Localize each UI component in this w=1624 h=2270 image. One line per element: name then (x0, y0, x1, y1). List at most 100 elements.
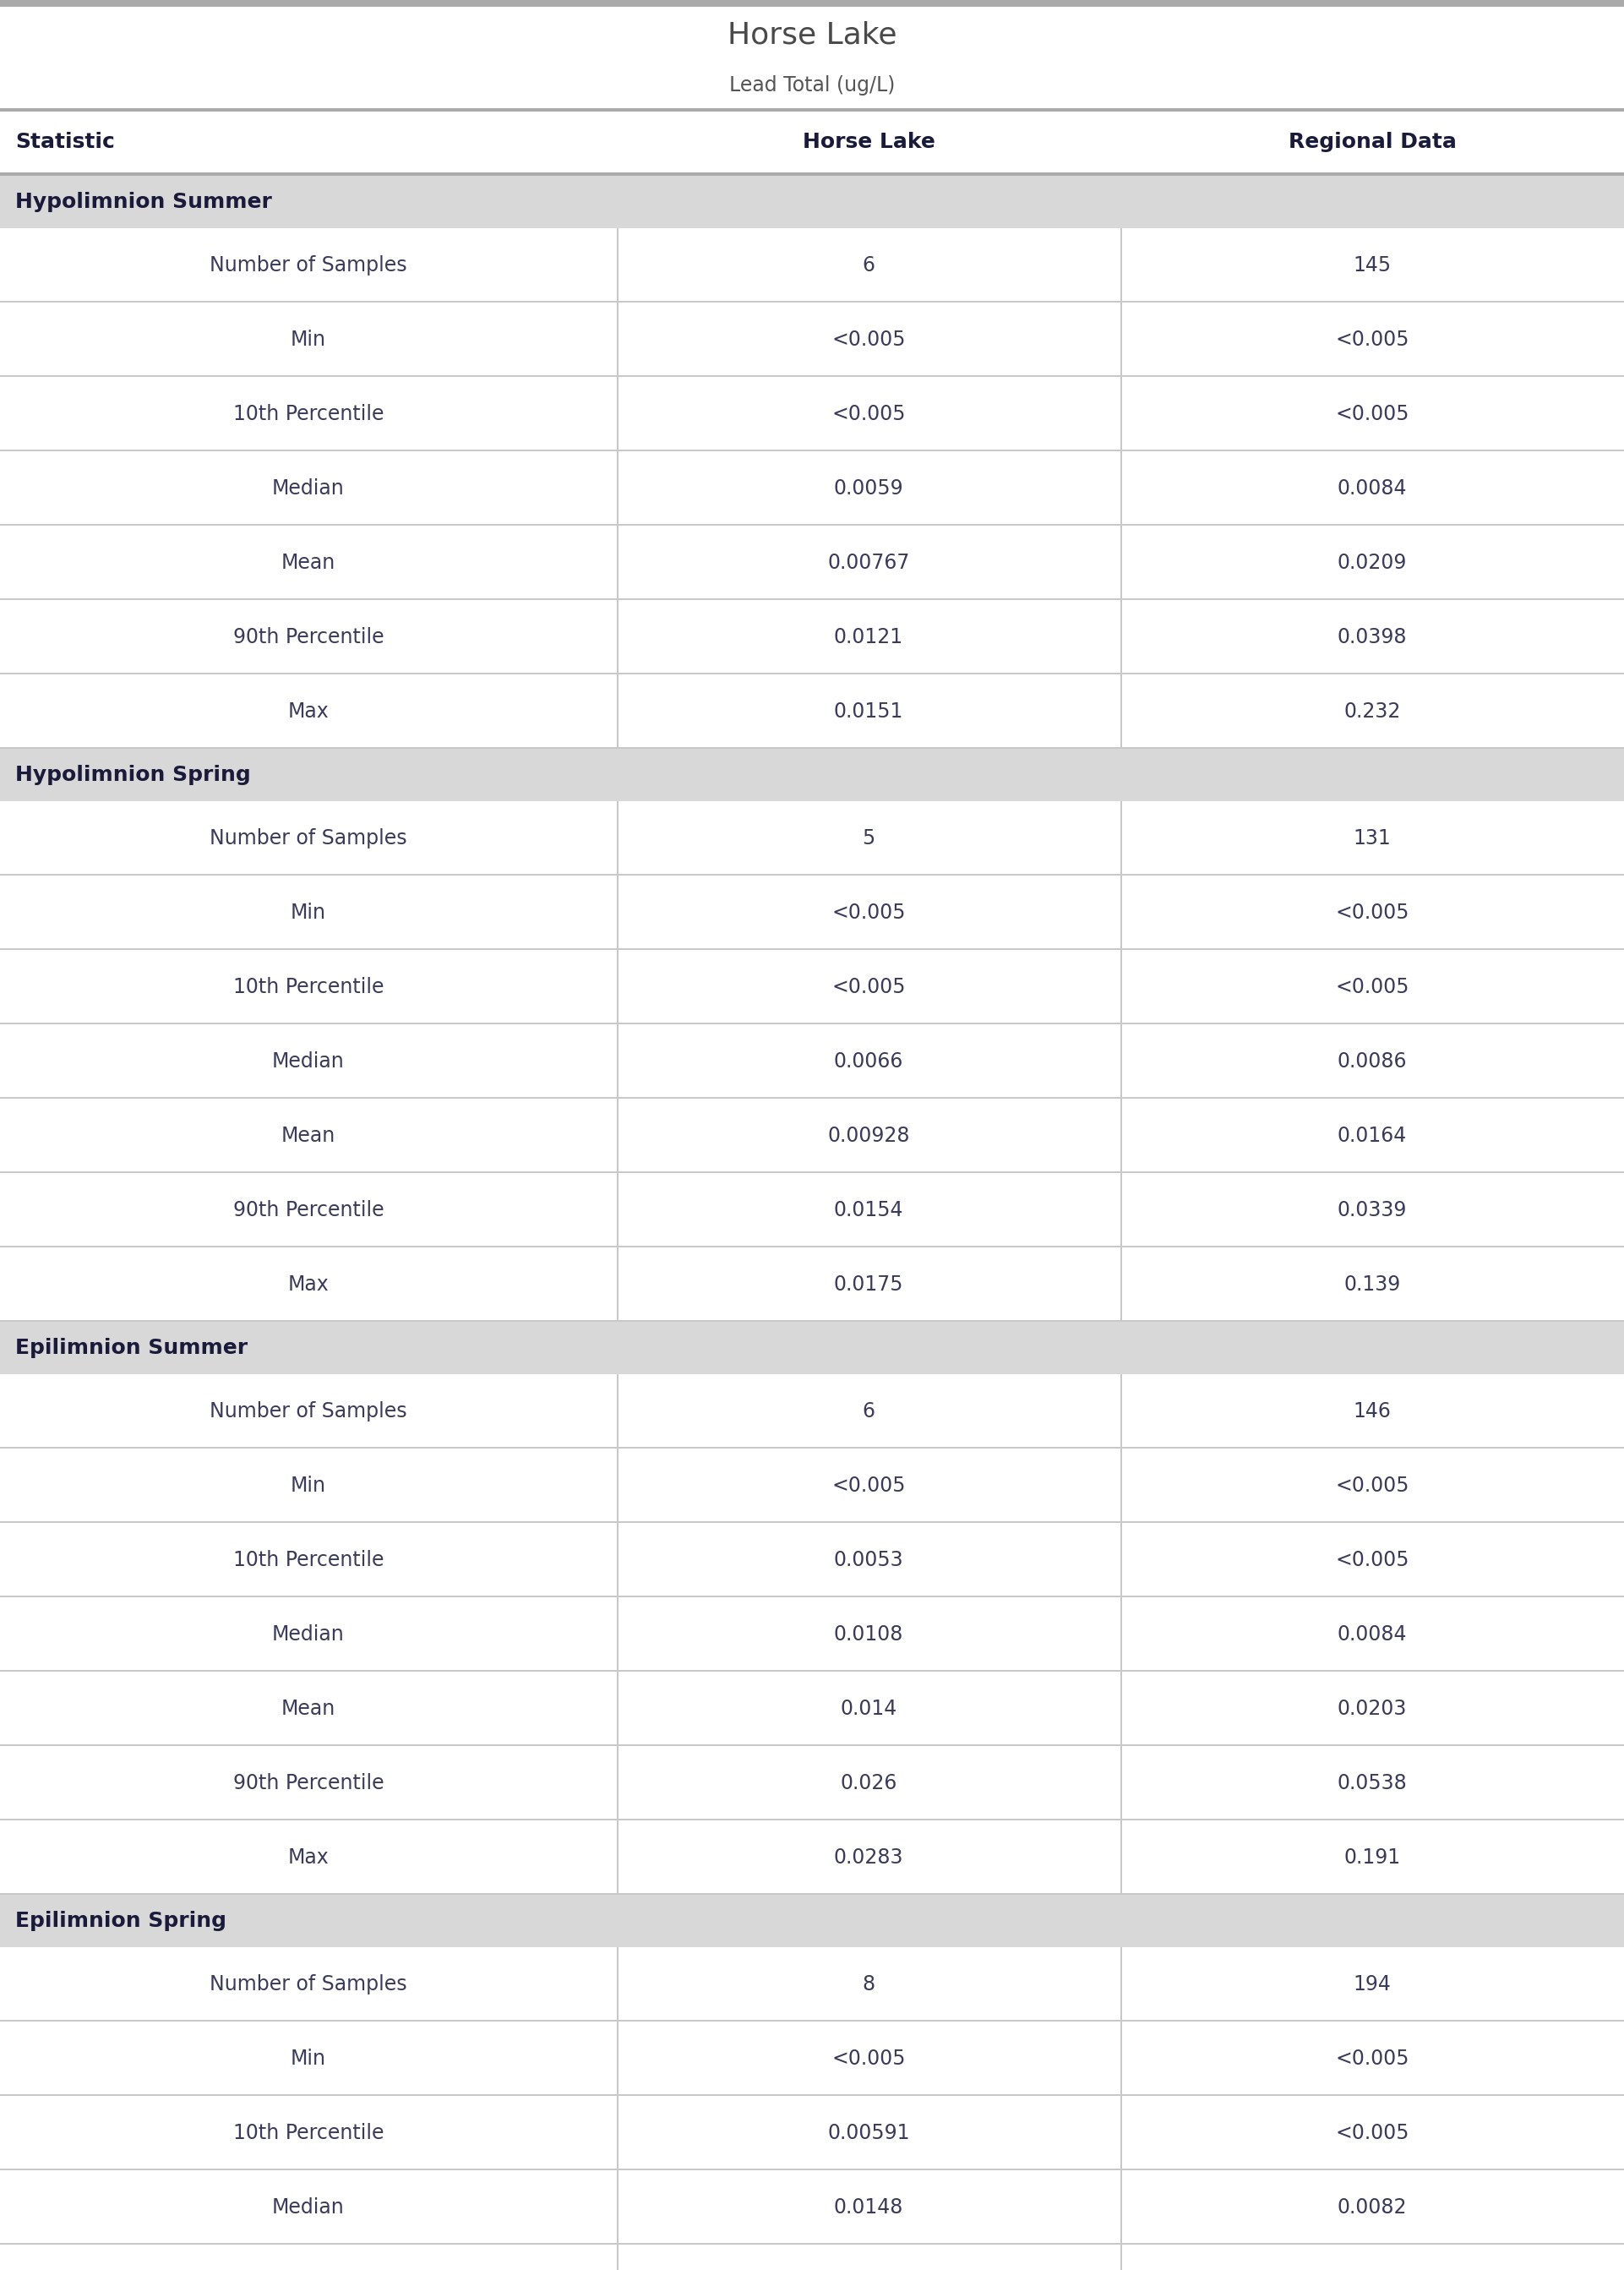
Text: 0.00928: 0.00928 (827, 1126, 909, 1146)
Text: Number of Samples: Number of Samples (209, 829, 408, 849)
Text: <0.005: <0.005 (831, 903, 906, 924)
Bar (0, 111, 1624, 173)
Text: Regional Data: Regional Data (1288, 132, 1457, 152)
Text: 10th Percentile: 10th Percentile (232, 2122, 383, 2143)
Text: 0.0084: 0.0084 (1337, 479, 1406, 499)
Bar (617, 229, 619, 302)
Text: 0.0086: 0.0086 (1337, 1051, 1406, 1071)
Bar (0, 674, 1624, 749)
Bar (1121, 1174, 1122, 1249)
Text: 0.0339: 0.0339 (1338, 1201, 1406, 1221)
Bar (1121, 302, 1122, 377)
Text: 10th Percentile: 10th Percentile (232, 1550, 383, 1571)
Text: 0.0053: 0.0053 (833, 1550, 903, 1571)
Text: 6: 6 (862, 254, 875, 275)
Text: Median: Median (273, 479, 344, 499)
Text: <0.005: <0.005 (831, 1476, 906, 1496)
Text: 0.00767: 0.00767 (828, 552, 909, 572)
Bar (1121, 1099, 1122, 1174)
Bar (617, 527, 619, 599)
Bar (0, 1448, 1624, 1523)
Bar (1121, 1598, 1122, 1671)
Bar (1121, 876, 1122, 949)
Bar (0, 109, 1624, 111)
Bar (617, 1746, 619, 1821)
Text: Epilimnion Spring: Epilimnion Spring (15, 1911, 226, 1932)
Text: 146: 146 (1353, 1401, 1392, 1421)
Bar (0, 1174, 1624, 1249)
Bar (0, 452, 1624, 527)
Bar (0, 1099, 1624, 1174)
Bar (617, 302, 619, 377)
Text: <0.005: <0.005 (831, 976, 906, 997)
Text: Min: Min (291, 329, 326, 350)
Bar (1121, 452, 1122, 527)
Text: 194: 194 (1353, 1975, 1392, 1995)
Bar (617, 2170, 619, 2245)
Text: 6: 6 (862, 1401, 875, 1421)
Bar (617, 1249, 619, 1321)
Text: <0.005: <0.005 (1335, 1550, 1410, 1571)
Text: <0.005: <0.005 (831, 2048, 906, 2068)
Bar (0, 377, 1624, 452)
Text: 0.00591: 0.00591 (827, 2122, 909, 2143)
Text: Number of Samples: Number of Samples (209, 1975, 408, 1995)
Bar (1121, 674, 1122, 749)
Text: 0.0084: 0.0084 (1337, 1625, 1406, 1643)
Text: 131: 131 (1353, 829, 1392, 849)
Bar (617, 377, 619, 452)
Text: Statistic: Statistic (15, 132, 115, 152)
Text: Max: Max (287, 1848, 330, 1868)
Text: <0.005: <0.005 (831, 404, 906, 424)
Text: 0.191: 0.191 (1343, 1848, 1400, 1868)
Bar (1121, 2245, 1122, 2270)
Text: 0.0148: 0.0148 (833, 2197, 903, 2218)
Text: 90th Percentile: 90th Percentile (232, 1201, 383, 1221)
Text: 0.139: 0.139 (1343, 1273, 1400, 1294)
Bar (1121, 1448, 1122, 1523)
Text: Max: Max (287, 1273, 330, 1294)
Bar (617, 2245, 619, 2270)
Text: <0.005: <0.005 (1335, 903, 1410, 924)
Bar (0, 1523, 1624, 1598)
Text: Horse Lake: Horse Lake (728, 20, 896, 50)
Text: 90th Percentile: 90th Percentile (232, 1773, 383, 1793)
Bar (0, 1948, 1624, 2023)
Text: 0.0108: 0.0108 (833, 1625, 903, 1643)
Bar (1121, 2023, 1122, 2095)
Bar (1121, 801, 1122, 876)
Text: 0.0066: 0.0066 (833, 1051, 903, 1071)
Text: 10th Percentile: 10th Percentile (232, 976, 383, 997)
Text: <0.005: <0.005 (1335, 2048, 1410, 2068)
Bar (0, 1895, 1624, 1948)
Bar (617, 599, 619, 674)
Text: 0.0059: 0.0059 (833, 479, 903, 499)
Text: 0.0175: 0.0175 (833, 1273, 903, 1294)
Text: 0.0283: 0.0283 (833, 1848, 903, 1868)
Bar (0, 302, 1624, 377)
Text: <0.005: <0.005 (1335, 2122, 1410, 2143)
Bar (617, 1821, 619, 1895)
Bar (1121, 2095, 1122, 2170)
Bar (0, 1598, 1624, 1671)
Text: Number of Samples: Number of Samples (209, 1401, 408, 1421)
Text: Hypolimnion Spring: Hypolimnion Spring (15, 765, 250, 785)
Text: Min: Min (291, 1476, 326, 1496)
Text: 0.0082: 0.0082 (1337, 2197, 1406, 2218)
Bar (0, 876, 1624, 949)
Text: <0.005: <0.005 (1335, 404, 1410, 424)
Text: <0.005: <0.005 (1335, 976, 1410, 997)
Bar (0, 2245, 1624, 2270)
Bar (0, 801, 1624, 876)
Text: 0.026: 0.026 (840, 1773, 896, 1793)
Text: Mean: Mean (281, 1126, 336, 1146)
Bar (617, 801, 619, 876)
Text: Lead Total (ug/L): Lead Total (ug/L) (729, 75, 895, 95)
Bar (617, 2095, 619, 2170)
Bar (1121, 377, 1122, 452)
Text: Mean: Mean (281, 552, 336, 572)
Text: 0.0398: 0.0398 (1337, 627, 1406, 647)
Text: Median: Median (273, 1051, 344, 1071)
Text: <0.005: <0.005 (1335, 329, 1410, 350)
Bar (1121, 1746, 1122, 1821)
